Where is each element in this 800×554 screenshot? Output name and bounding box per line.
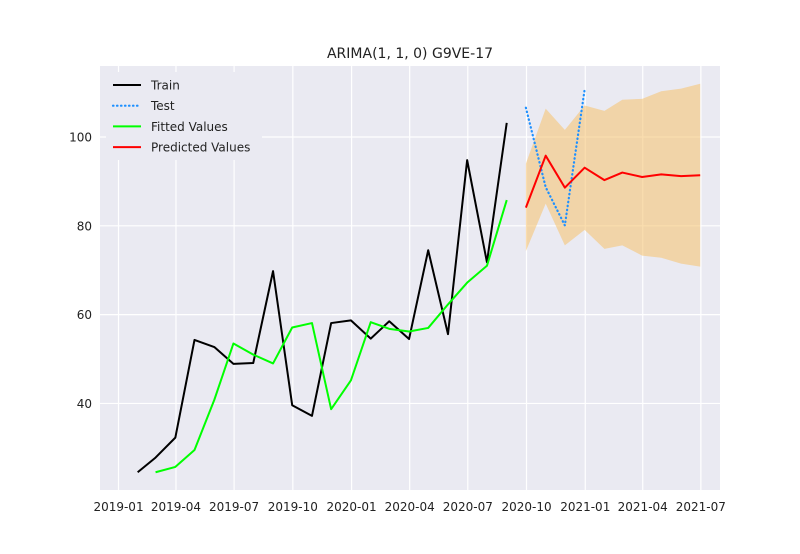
x-tick-label: 2020-01 [327,500,377,514]
x-tick-label: 2020-04 [385,500,435,514]
legend-label-predicted-values: Predicted Values [151,141,250,155]
series-line-fitted-values [155,199,508,474]
x-tick-label: 2021-01 [560,500,610,514]
y-tick-label: 100 [69,131,92,145]
confidence-interval-band [525,83,701,267]
y-tick-label: 60 [77,308,92,322]
x-tick-label: 2019-10 [268,500,318,514]
legend-box [106,72,262,160]
legend-label-test: Test [150,99,175,113]
series-line-test [524,88,586,227]
legend: Train Test Fitted Values Predicted Values [106,72,262,160]
series-group [137,88,701,474]
x-tick-label: 2021-07 [676,500,726,514]
x-tick-label: 2020-07 [443,500,493,514]
x-tick-label: 2019-04 [151,500,201,514]
chart-title: ARIMA(1, 1, 0) G9VE-17 [327,46,493,62]
legend-label-fitted-values: Fitted Values [151,120,228,134]
tick-labels: 40 60 80 100 2019-01 2019-04 2019-07 2019-10 202… [69,131,726,514]
y-tick-label: 40 [77,397,92,411]
x-tick-label: 2019-07 [209,500,259,514]
legend-label-train: Train [150,79,180,93]
x-tick-label: 2019-01 [93,500,143,514]
y-tick-label: 80 [77,219,92,233]
x-tick-label: 2020-10 [501,500,551,514]
series-line-predicted-values [524,154,701,208]
confidence-band-group [525,83,701,267]
x-tick-label: 2021-04 [618,500,668,514]
